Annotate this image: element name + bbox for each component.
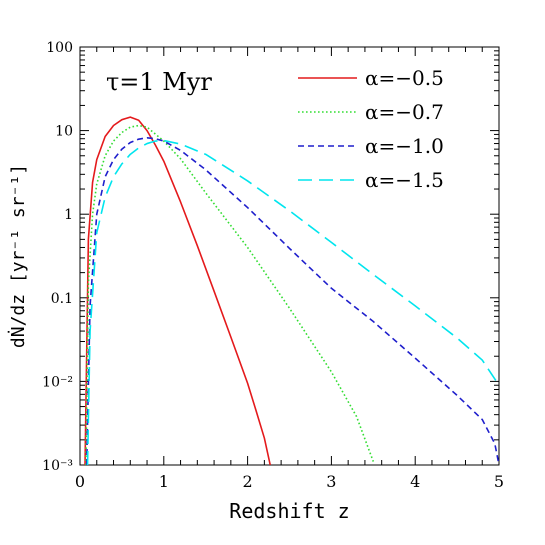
legend-label: α=−1.5: [365, 168, 444, 192]
series-lines: [84, 116, 499, 465]
y-tick-label: 100: [46, 40, 73, 56]
y-tick-label: 1: [64, 207, 73, 223]
y-tick-label: 0.1: [51, 291, 73, 307]
series-line: [85, 124, 375, 465]
x-tick-label: 2: [243, 472, 253, 491]
y-axis-label: dṄ/dz [yr⁻¹ sr⁻¹]: [8, 164, 29, 348]
x-tick-label: 4: [410, 472, 420, 491]
x-tick-label: 0: [75, 472, 85, 491]
legend-label: α=−1.0: [365, 134, 444, 158]
x-tick-label: 3: [326, 472, 336, 491]
legend-label: α=−0.7: [365, 100, 444, 124]
legend-label: α=−0.5: [365, 66, 444, 90]
tau-annotation: τ=1 Myr: [106, 68, 212, 96]
x-tick-label: 5: [494, 472, 504, 491]
series-line: [84, 116, 272, 465]
y-tick-label: 10⁻³: [42, 458, 73, 474]
series-line: [86, 139, 499, 465]
y-tick-label: 10: [55, 124, 73, 140]
y-tick-label: 10⁻²: [42, 374, 73, 390]
ticks: 0 1 2 3 4 5 100 10 1 0.1 10⁻² 10⁻³: [42, 40, 504, 491]
legend: α=−0.5 α=−0.7 α=−1.0 α=−1.5: [298, 66, 444, 192]
x-axis-label: Redshift z: [229, 499, 349, 523]
plot-frame: [79, 46, 500, 466]
x-tick-label: 1: [159, 472, 169, 491]
